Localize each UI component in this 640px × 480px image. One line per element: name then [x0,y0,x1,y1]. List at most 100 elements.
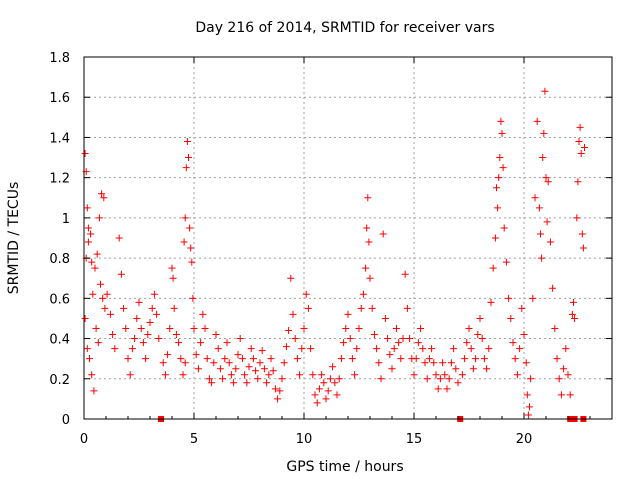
data-point [537,230,544,238]
data-point [155,335,163,343]
data-point [180,238,188,246]
x-tick-label: 5 [190,432,198,447]
data-point [172,331,180,339]
data-point [513,371,521,379]
data-point [430,359,438,367]
data-point [84,238,92,246]
x-tick-label: 20 [516,432,533,447]
data-point [577,150,585,158]
data-point [282,343,290,351]
data-point [365,238,373,246]
data-point [249,355,257,363]
data-point [175,339,183,347]
data-point [555,375,563,383]
y-tick-label: 0.4 [49,333,70,348]
data-point [485,345,493,353]
data-point [219,375,227,383]
data-point [566,391,574,399]
data-point [307,345,315,353]
data-point [458,371,466,379]
data-point [502,258,510,266]
data-point [428,345,436,353]
data-point [183,137,191,145]
data-point [133,314,141,322]
data-point [348,355,356,363]
y-tick-label: 0 [62,413,70,428]
data-point [489,264,497,272]
data-point [128,345,136,353]
data-point [230,379,238,387]
data-point [493,184,500,192]
data-point [311,391,319,399]
data-point [247,345,255,353]
data-point [227,371,235,379]
data-point [254,375,262,383]
data-point [241,371,249,379]
data-point [516,345,524,353]
x-tick-label: 15 [406,432,423,447]
data-point [109,331,117,339]
data-point [359,290,367,298]
data-point [90,387,98,395]
data-point [329,363,337,371]
data-point [386,351,394,359]
data-point [232,365,240,373]
data-point [414,339,422,347]
data-point [467,345,475,353]
data-point [137,325,145,332]
data-point [166,325,174,332]
data-point [291,335,299,343]
data-point [576,123,584,131]
data-points [81,87,588,419]
data-point [571,314,579,322]
data-point [375,359,383,367]
data-point [326,375,334,383]
data-point [579,244,587,252]
data-point [148,304,156,312]
data-point [117,270,125,278]
y-tick-label: 1 [62,212,70,227]
data-point [362,264,370,272]
data-point [205,375,213,383]
data-point [221,355,229,363]
data-point [139,339,147,347]
data-point [203,355,211,363]
y-axis-label: SRMTID / TECUs [6,182,22,295]
data-point [276,387,284,395]
data-point [439,359,447,367]
data-point [491,234,499,242]
data-point [483,365,491,373]
data-point [544,178,552,186]
data-point [476,314,484,322]
data-point [177,355,185,363]
data-point [115,234,123,242]
data-point [293,355,301,363]
x-axis-label: GPS time / hours [286,459,403,475]
data-point [529,294,537,302]
data-point [168,264,176,272]
data-point [499,164,507,172]
data-point [533,117,541,125]
data-point [487,298,495,306]
data-point [267,355,275,363]
data-point [412,355,420,363]
data-point [93,250,101,258]
data-point [135,298,143,306]
data-point [159,359,167,367]
data-point [474,331,482,339]
data-point [527,375,535,383]
data-point [214,345,222,353]
data-point [271,385,279,393]
data-point [447,359,455,367]
data-point [245,363,253,371]
data-point [210,359,218,367]
data-point [81,150,89,158]
data-point [236,335,244,343]
data-point [496,154,504,162]
data-point [126,371,134,379]
data-point [274,395,282,403]
data-point [238,355,246,363]
y-tick-label: 0.8 [49,252,70,267]
data-point [403,304,411,312]
